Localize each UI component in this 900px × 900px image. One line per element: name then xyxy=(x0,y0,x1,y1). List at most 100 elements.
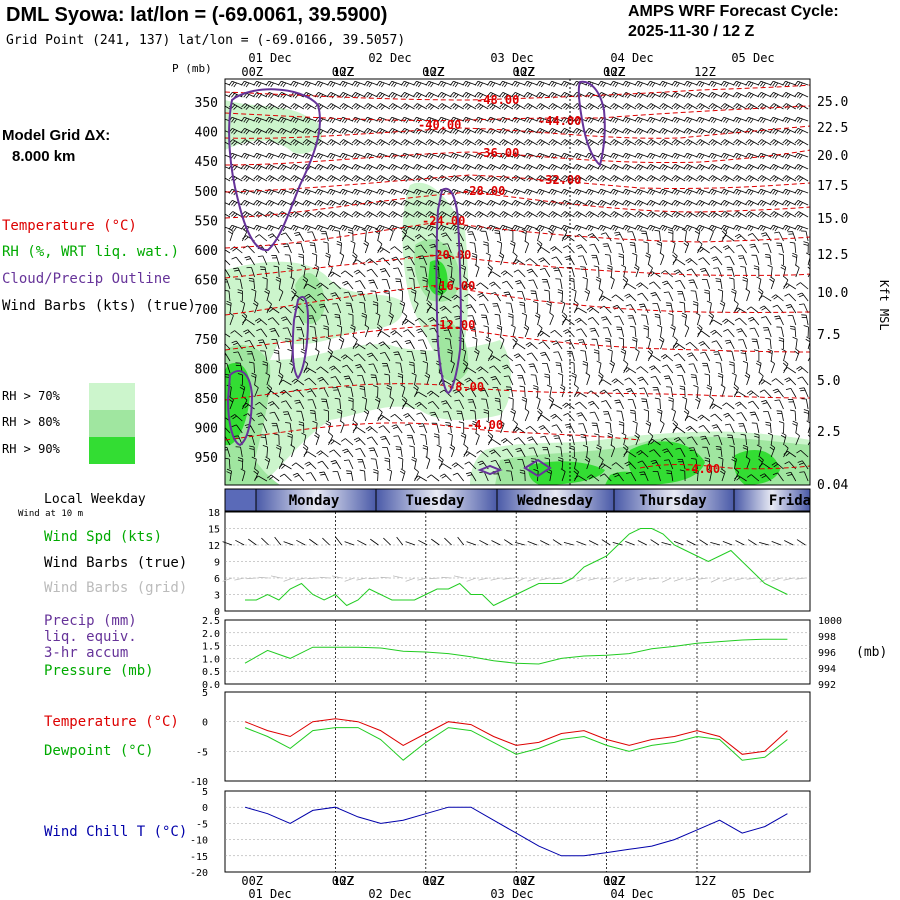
wind-barb xyxy=(739,401,747,410)
wind-barb xyxy=(394,414,403,422)
wind-barb-flag xyxy=(479,177,484,182)
wind-barb-flag xyxy=(663,141,668,146)
wind-barb-flag xyxy=(329,176,334,181)
wind-barb-flag xyxy=(403,413,409,417)
wind-barb-flag xyxy=(422,277,428,280)
wind-barb-flag xyxy=(317,212,322,217)
wind-barb-flag xyxy=(368,213,373,218)
wind-barb-flag xyxy=(536,81,540,86)
wind-barb xyxy=(350,387,354,398)
wind-barb-flag xyxy=(317,376,323,380)
wind-barb-flag xyxy=(540,202,545,207)
wind-barb-flag xyxy=(243,201,248,206)
wind-barb-flag xyxy=(268,81,272,87)
wind-barb-flag xyxy=(704,459,710,462)
wind-barb-flag xyxy=(590,226,594,232)
wind-barb xyxy=(778,231,784,242)
wind-barb-flag xyxy=(510,324,516,328)
wind-barb-flag xyxy=(366,93,371,98)
wind-barb-flag xyxy=(796,81,801,87)
wind-barb-flag xyxy=(533,385,539,388)
wind-barb-flag xyxy=(772,176,777,181)
wind-barb-flag xyxy=(731,456,737,460)
wind-barb-flag xyxy=(388,92,393,97)
wind-barb-flag xyxy=(553,118,557,124)
wind-barb-flag xyxy=(648,281,654,285)
wind-barb xyxy=(699,188,710,194)
wind-barb-flag xyxy=(516,213,521,218)
wind-barb xyxy=(589,139,600,146)
wind-barb-flag xyxy=(634,225,639,230)
wind-barb xyxy=(601,199,612,206)
wind-barb-flag xyxy=(659,225,663,230)
wind-barb-flag xyxy=(762,94,767,99)
wind-barb xyxy=(275,255,280,266)
wind-barb xyxy=(428,163,440,170)
wind-barb xyxy=(241,387,246,398)
wind-barb-flag xyxy=(511,164,516,169)
wind-barb-flag xyxy=(501,140,506,145)
wind-barb xyxy=(783,351,787,362)
wind-barb-flag xyxy=(307,141,312,146)
wind-barb xyxy=(449,423,452,434)
wind-barb xyxy=(610,435,613,446)
wind-barb-flag xyxy=(638,283,643,288)
wind-barb xyxy=(699,103,710,110)
wind-barb-flag xyxy=(524,200,528,205)
wind-barb-flag xyxy=(390,246,395,250)
wind-barb xyxy=(441,139,452,146)
wind-barb-flag xyxy=(239,386,245,391)
wind-barb-flag xyxy=(651,94,656,99)
wind-barb-flag xyxy=(502,364,508,368)
wind-barb xyxy=(310,388,317,398)
wind-barb-flag xyxy=(243,165,248,170)
wind-barb-flag xyxy=(565,118,570,124)
wind-barb-flag xyxy=(710,225,715,231)
wind-barb-flag xyxy=(343,177,349,182)
wind-barb-flag xyxy=(722,402,727,407)
wind-barb-flag xyxy=(651,82,656,88)
wind-barb xyxy=(405,235,415,242)
wind-barb xyxy=(630,304,637,314)
wind-barb xyxy=(773,127,784,134)
wind-barb-flag xyxy=(380,435,386,438)
wind-barb-flag xyxy=(789,241,795,244)
wind-barb-flag xyxy=(499,420,505,424)
wind-barb-flag xyxy=(686,117,690,123)
wind-barb-flag xyxy=(785,452,790,457)
wind-barb-flag xyxy=(745,81,749,86)
wind-barb xyxy=(773,163,784,170)
wind-barb xyxy=(695,291,698,302)
wind-barb-flag xyxy=(614,202,619,207)
wind-barb-flag xyxy=(294,130,299,135)
wind-barb-flag xyxy=(258,190,262,196)
wind-barb-flag xyxy=(764,253,771,256)
wind-barb-flag xyxy=(429,411,435,414)
wind-barb xyxy=(773,199,784,206)
wind-barb-flag xyxy=(602,190,606,196)
wind-barb-flag xyxy=(761,475,767,479)
wind-barb xyxy=(472,399,477,410)
wind-barb-flag xyxy=(368,363,374,366)
wind-barb-flag xyxy=(553,435,559,437)
wind-barb-flag xyxy=(673,353,679,357)
wind-barb-flag xyxy=(737,118,742,124)
wind-barb xyxy=(786,175,796,182)
wind-barb-flag xyxy=(749,94,754,99)
wind-barb xyxy=(687,175,698,182)
wind-barb xyxy=(527,80,538,86)
wind-barb-flag xyxy=(225,178,226,179)
wind-barb-flag xyxy=(277,81,282,86)
wind-barb xyxy=(517,269,526,278)
wind-barb xyxy=(632,399,637,410)
wind-barb-flag xyxy=(553,190,557,196)
wind-barb xyxy=(672,411,676,422)
wind-barb xyxy=(323,387,329,398)
wind-barb-flag xyxy=(623,451,628,455)
wind-barb-flag xyxy=(614,94,619,99)
wind-barb xyxy=(613,152,624,158)
wind-barb-flag xyxy=(516,202,521,207)
wind-barb xyxy=(785,80,796,86)
wind-barb-flag xyxy=(280,129,285,134)
wind-barb xyxy=(527,91,538,98)
